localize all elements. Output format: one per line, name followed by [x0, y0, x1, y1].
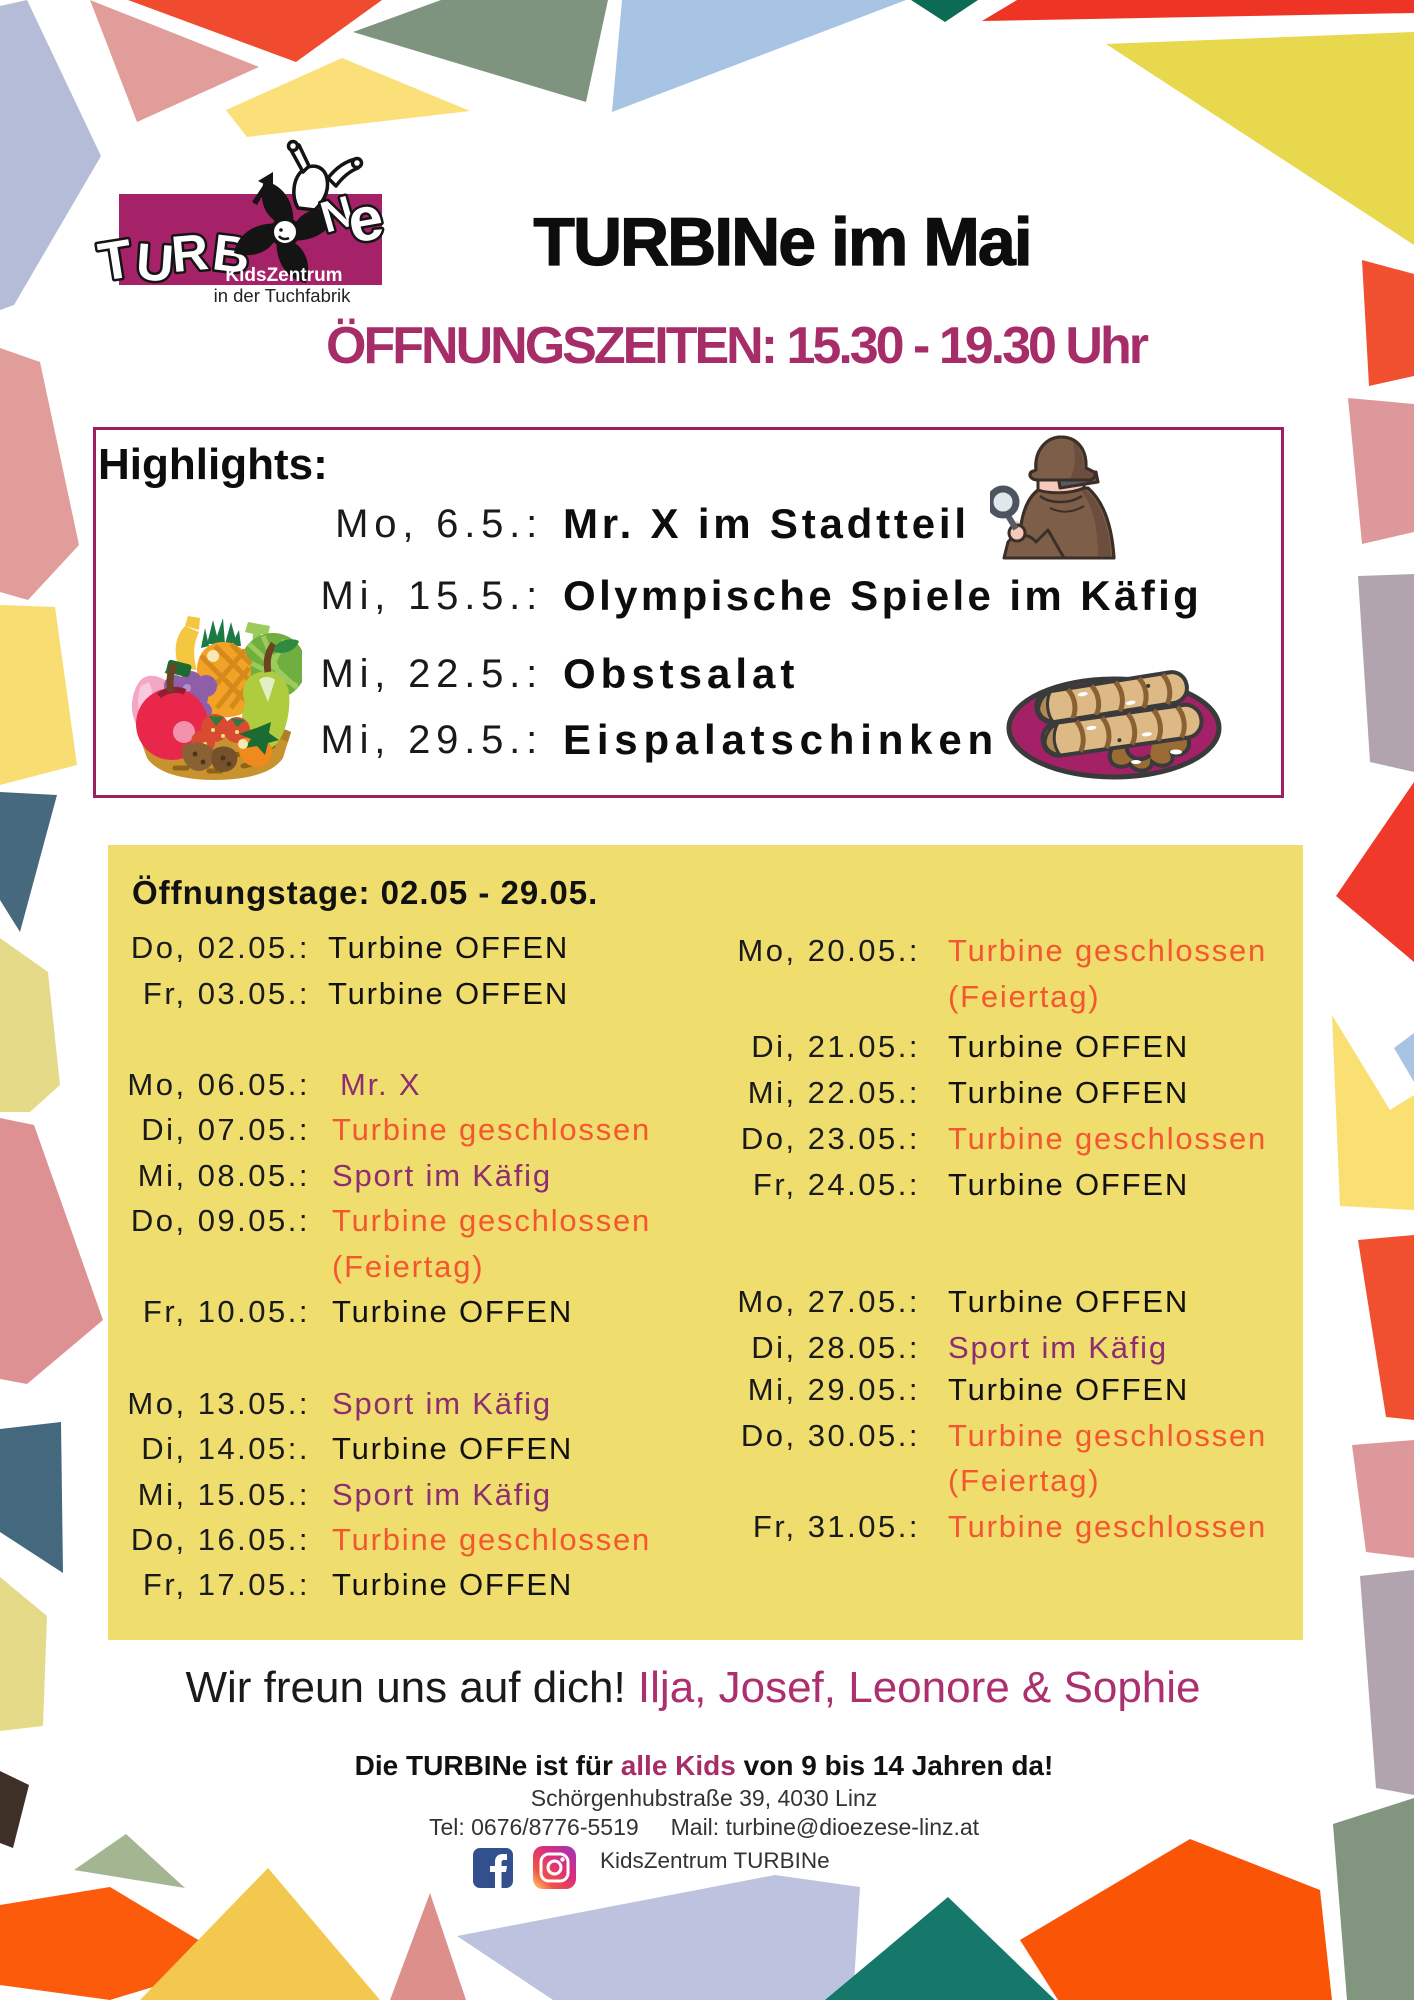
svg-text:U: U — [134, 233, 176, 293]
svg-text:R: R — [169, 223, 211, 283]
svg-text:in der Tuchfabrik: in der Tuchfabrik — [214, 285, 352, 306]
svg-text:KidsZentrum: KidsZentrum — [225, 265, 342, 286]
